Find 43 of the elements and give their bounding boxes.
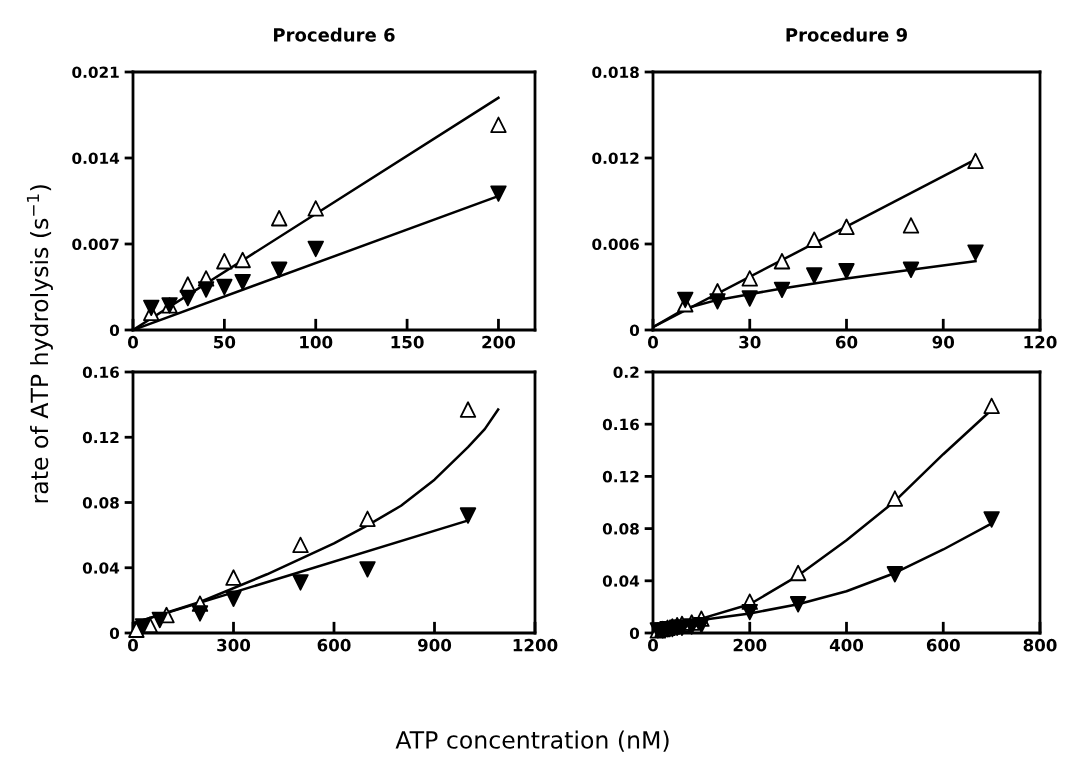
y-tick-label: 0.018 (592, 66, 639, 79)
y-tick-label: 0 (109, 324, 120, 337)
x-tick-label: 200 (733, 638, 767, 652)
chart-title: Procedure 6 (274, 27, 395, 42)
chart-title: Procedure 9 (786, 27, 907, 42)
y-tick-label: 0.04 (82, 562, 120, 574)
y-tick-label: 0.014 (72, 152, 120, 165)
y-tick-label: 0.012 (592, 152, 639, 165)
x-tick-label: 300 (217, 638, 251, 652)
x-tick-label: 60 (835, 335, 858, 349)
y-tick-label: 0.04 (602, 575, 640, 587)
x-tick-label: 30 (739, 335, 761, 349)
x-tick-label: 120 (1024, 335, 1057, 349)
x-tick-label: 0 (648, 638, 658, 652)
y-tick-label: 0.16 (82, 366, 119, 379)
x-tick-label: 600 (317, 638, 351, 652)
y-tick-label: 0.006 (592, 238, 639, 251)
y-tick-label: 0.08 (602, 523, 639, 535)
x-tick-label: 600 (926, 638, 960, 652)
x-tick-label: 150 (391, 335, 424, 349)
y-tick-label: 0.007 (72, 238, 119, 251)
y-tick-label: 0.12 (82, 431, 119, 444)
y-tick-label: 0.16 (602, 418, 639, 431)
x-tick-label: 50 (214, 335, 236, 349)
x-tick-label: 0 (128, 638, 138, 652)
x-tick-label: 200 (482, 335, 516, 349)
x-tick-label: 400 (829, 638, 864, 652)
y-tick-label: 0 (109, 627, 120, 640)
y-tick-label: 0.12 (602, 470, 639, 483)
y-axis-title: rate of ATP hydrolysis (s$^{−1}$) (26, 185, 53, 503)
x-tick-label: 0 (128, 335, 138, 349)
y-tick-label: 0 (629, 324, 640, 337)
y-tick-label: 0.2 (613, 366, 639, 379)
x-tick-label: 90 (932, 335, 955, 349)
y-tick-label: 0.021 (72, 66, 119, 79)
y-tick-label: 0.08 (82, 496, 119, 509)
x-tick-label: 1200 (513, 638, 558, 652)
x-tick-label: 800 (1023, 638, 1057, 652)
x-tick-label: 0 (648, 335, 658, 349)
x-axis-title: ATP concentration (nM) (395, 730, 669, 752)
x-tick-label: 900 (417, 638, 452, 652)
y-tick-label: 0 (629, 627, 640, 640)
x-tick-label: 100 (300, 335, 333, 349)
